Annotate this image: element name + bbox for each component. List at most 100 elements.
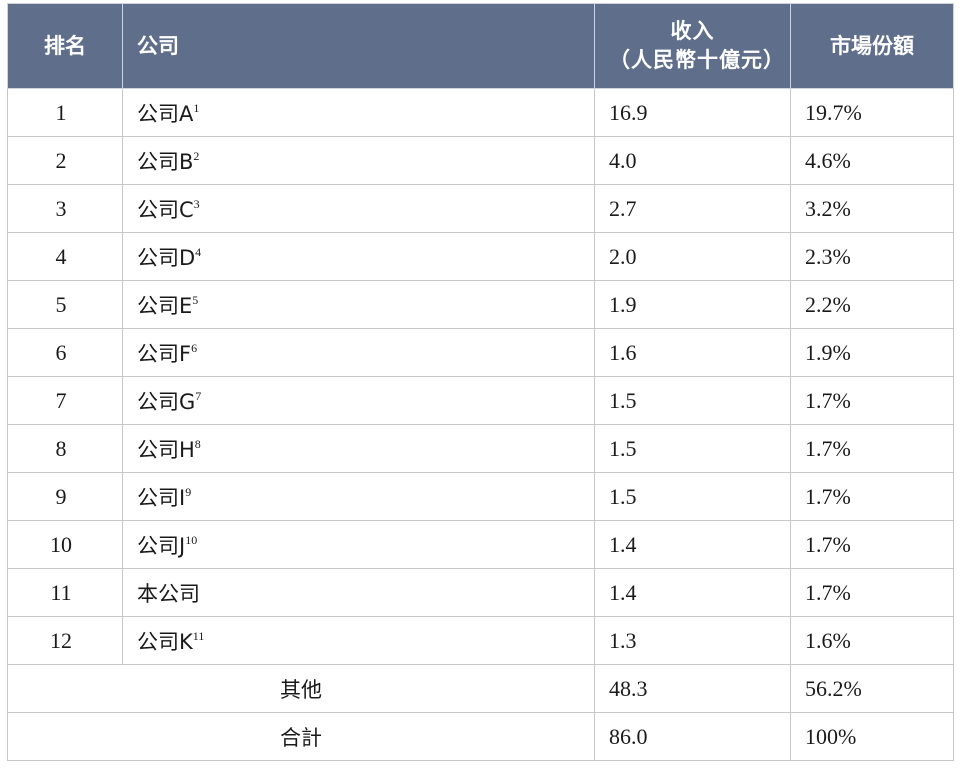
- company-name: 公司J: [137, 533, 186, 558]
- market-share-table: 排名 公司 收入 （人民幣十億元） 市場份額 1 公司A1 16.9 19.7% 2 公司…: [7, 3, 954, 761]
- revenue-cell: 4.0: [594, 136, 791, 185]
- revenue-cell: 1.5: [594, 376, 791, 425]
- company-name: 公司K: [137, 629, 193, 654]
- footnote-marker: 8: [194, 436, 201, 451]
- total-revenue: 86.0: [594, 712, 791, 761]
- rank-cell: 8: [7, 424, 123, 473]
- revenue-cell: 1.5: [594, 472, 791, 521]
- footnote-marker: 3: [193, 196, 200, 211]
- footnote-marker: 5: [192, 292, 199, 307]
- market-share-cell: 4.6%: [790, 136, 954, 185]
- revenue-cell: 2.7: [594, 184, 791, 233]
- rank-cell: 4: [7, 232, 123, 281]
- company-cell: 公司C3: [122, 184, 595, 233]
- header-rank: 排名: [7, 3, 123, 89]
- company-name: 公司D: [137, 245, 196, 270]
- revenue-cell: 1.4: [594, 568, 791, 617]
- company-name: 公司H: [137, 437, 195, 462]
- company-cell: 公司B2: [122, 136, 595, 185]
- footnote-marker: 9: [185, 484, 192, 499]
- footnote-marker: 10: [185, 532, 198, 547]
- market-share-cell: 3.2%: [790, 184, 954, 233]
- table-row: 1 公司A1 16.9 19.7%: [7, 88, 954, 137]
- company-cell: 公司H8: [122, 424, 595, 473]
- footnote-marker: 11: [192, 628, 205, 643]
- table-row: 7 公司G7 1.5 1.7%: [7, 376, 954, 425]
- revenue-cell: 16.9: [594, 88, 791, 137]
- header-company: 公司: [122, 3, 595, 89]
- company-cell: 本公司: [122, 568, 595, 617]
- table-row: 6 公司F6 1.6 1.9%: [7, 328, 954, 377]
- rank-cell: 11: [7, 568, 123, 617]
- table-row: 5 公司E5 1.9 2.2%: [7, 280, 954, 329]
- market-share-cell: 2.2%: [790, 280, 954, 329]
- table-row: 3 公司C3 2.7 3.2%: [7, 184, 954, 233]
- others-revenue: 48.3: [594, 664, 791, 713]
- others-market-share: 56.2%: [790, 664, 954, 713]
- table-body: 1 公司A1 16.9 19.7% 2 公司B2 4.0 4.6% 3 公司C3 2.7 3.2% 4 公…: [7, 88, 954, 761]
- revenue-cell: 1.9: [594, 280, 791, 329]
- company-cell: 公司D4: [122, 232, 595, 281]
- company-cell: 公司E5: [122, 280, 595, 329]
- header-revenue: 收入 （人民幣十億元）: [594, 3, 791, 89]
- table-row: 2 公司B2 4.0 4.6%: [7, 136, 954, 185]
- market-share-cell: 19.7%: [790, 88, 954, 137]
- company-cell: 公司G7: [122, 376, 595, 425]
- rank-cell: 10: [7, 520, 123, 569]
- market-share-cell: 1.6%: [790, 616, 954, 665]
- footnote-marker: 2: [193, 148, 200, 163]
- market-share-cell: 1.9%: [790, 328, 954, 377]
- total-row: 合計 86.0 100%: [7, 712, 954, 761]
- footnote-marker: 4: [195, 244, 202, 259]
- rank-cell: 5: [7, 280, 123, 329]
- table-row: 9 公司I9 1.5 1.7%: [7, 472, 954, 521]
- total-label: 合計: [7, 712, 595, 761]
- company-name: 公司G: [137, 389, 196, 414]
- header-revenue-line1: 收入: [670, 19, 715, 43]
- rank-cell: 3: [7, 184, 123, 233]
- market-share-cell: 1.7%: [790, 568, 954, 617]
- market-share-cell: 1.7%: [790, 376, 954, 425]
- others-row: 其他 48.3 56.2%: [7, 664, 954, 713]
- footnote-marker: 1: [193, 100, 200, 115]
- table-row: 10 公司J10 1.4 1.7%: [7, 520, 954, 569]
- table-row: 8 公司H8 1.5 1.7%: [7, 424, 954, 473]
- footnote-marker: 6: [191, 340, 198, 355]
- revenue-cell: 1.3: [594, 616, 791, 665]
- company-cell: 公司F6: [122, 328, 595, 377]
- revenue-cell: 2.0: [594, 232, 791, 281]
- rank-cell: 7: [7, 376, 123, 425]
- company-name: 公司I: [137, 485, 186, 510]
- company-name: 公司C: [137, 197, 194, 222]
- header-market-share: 市場份額: [790, 3, 954, 89]
- company-cell: 公司I9: [122, 472, 595, 521]
- company-name: 本公司: [137, 581, 200, 606]
- market-share-cell: 1.7%: [790, 424, 954, 473]
- rank-cell: 12: [7, 616, 123, 665]
- table-row: 4 公司D4 2.0 2.3%: [7, 232, 954, 281]
- rank-cell: 6: [7, 328, 123, 377]
- others-label: 其他: [7, 664, 595, 713]
- company-cell: 公司A1: [122, 88, 595, 137]
- market-share-cell: 1.7%: [790, 472, 954, 521]
- rank-cell: 1: [7, 88, 123, 137]
- header-row: 排名 公司 收入 （人民幣十億元） 市場份額: [7, 3, 954, 89]
- company-cell: 公司K11: [122, 616, 595, 665]
- market-share-cell: 1.7%: [790, 520, 954, 569]
- table-row: 12 公司K11 1.3 1.6%: [7, 616, 954, 665]
- company-cell: 公司J10: [122, 520, 595, 569]
- rank-cell: 9: [7, 472, 123, 521]
- table-header: 排名 公司 收入 （人民幣十億元） 市場份額: [7, 3, 954, 89]
- company-name: 公司F: [137, 341, 192, 366]
- table-row: 11 本公司 1.4 1.7%: [7, 568, 954, 617]
- rank-cell: 2: [7, 136, 123, 185]
- market-share-cell: 2.3%: [790, 232, 954, 281]
- footnote-marker: 7: [195, 388, 202, 403]
- revenue-cell: 1.4: [594, 520, 791, 569]
- total-market-share: 100%: [790, 712, 954, 761]
- header-revenue-line2: （人民幣十億元）: [609, 48, 785, 72]
- company-name: 公司A: [137, 101, 194, 126]
- revenue-cell: 1.5: [594, 424, 791, 473]
- revenue-cell: 1.6: [594, 328, 791, 377]
- company-name: 公司B: [137, 149, 194, 174]
